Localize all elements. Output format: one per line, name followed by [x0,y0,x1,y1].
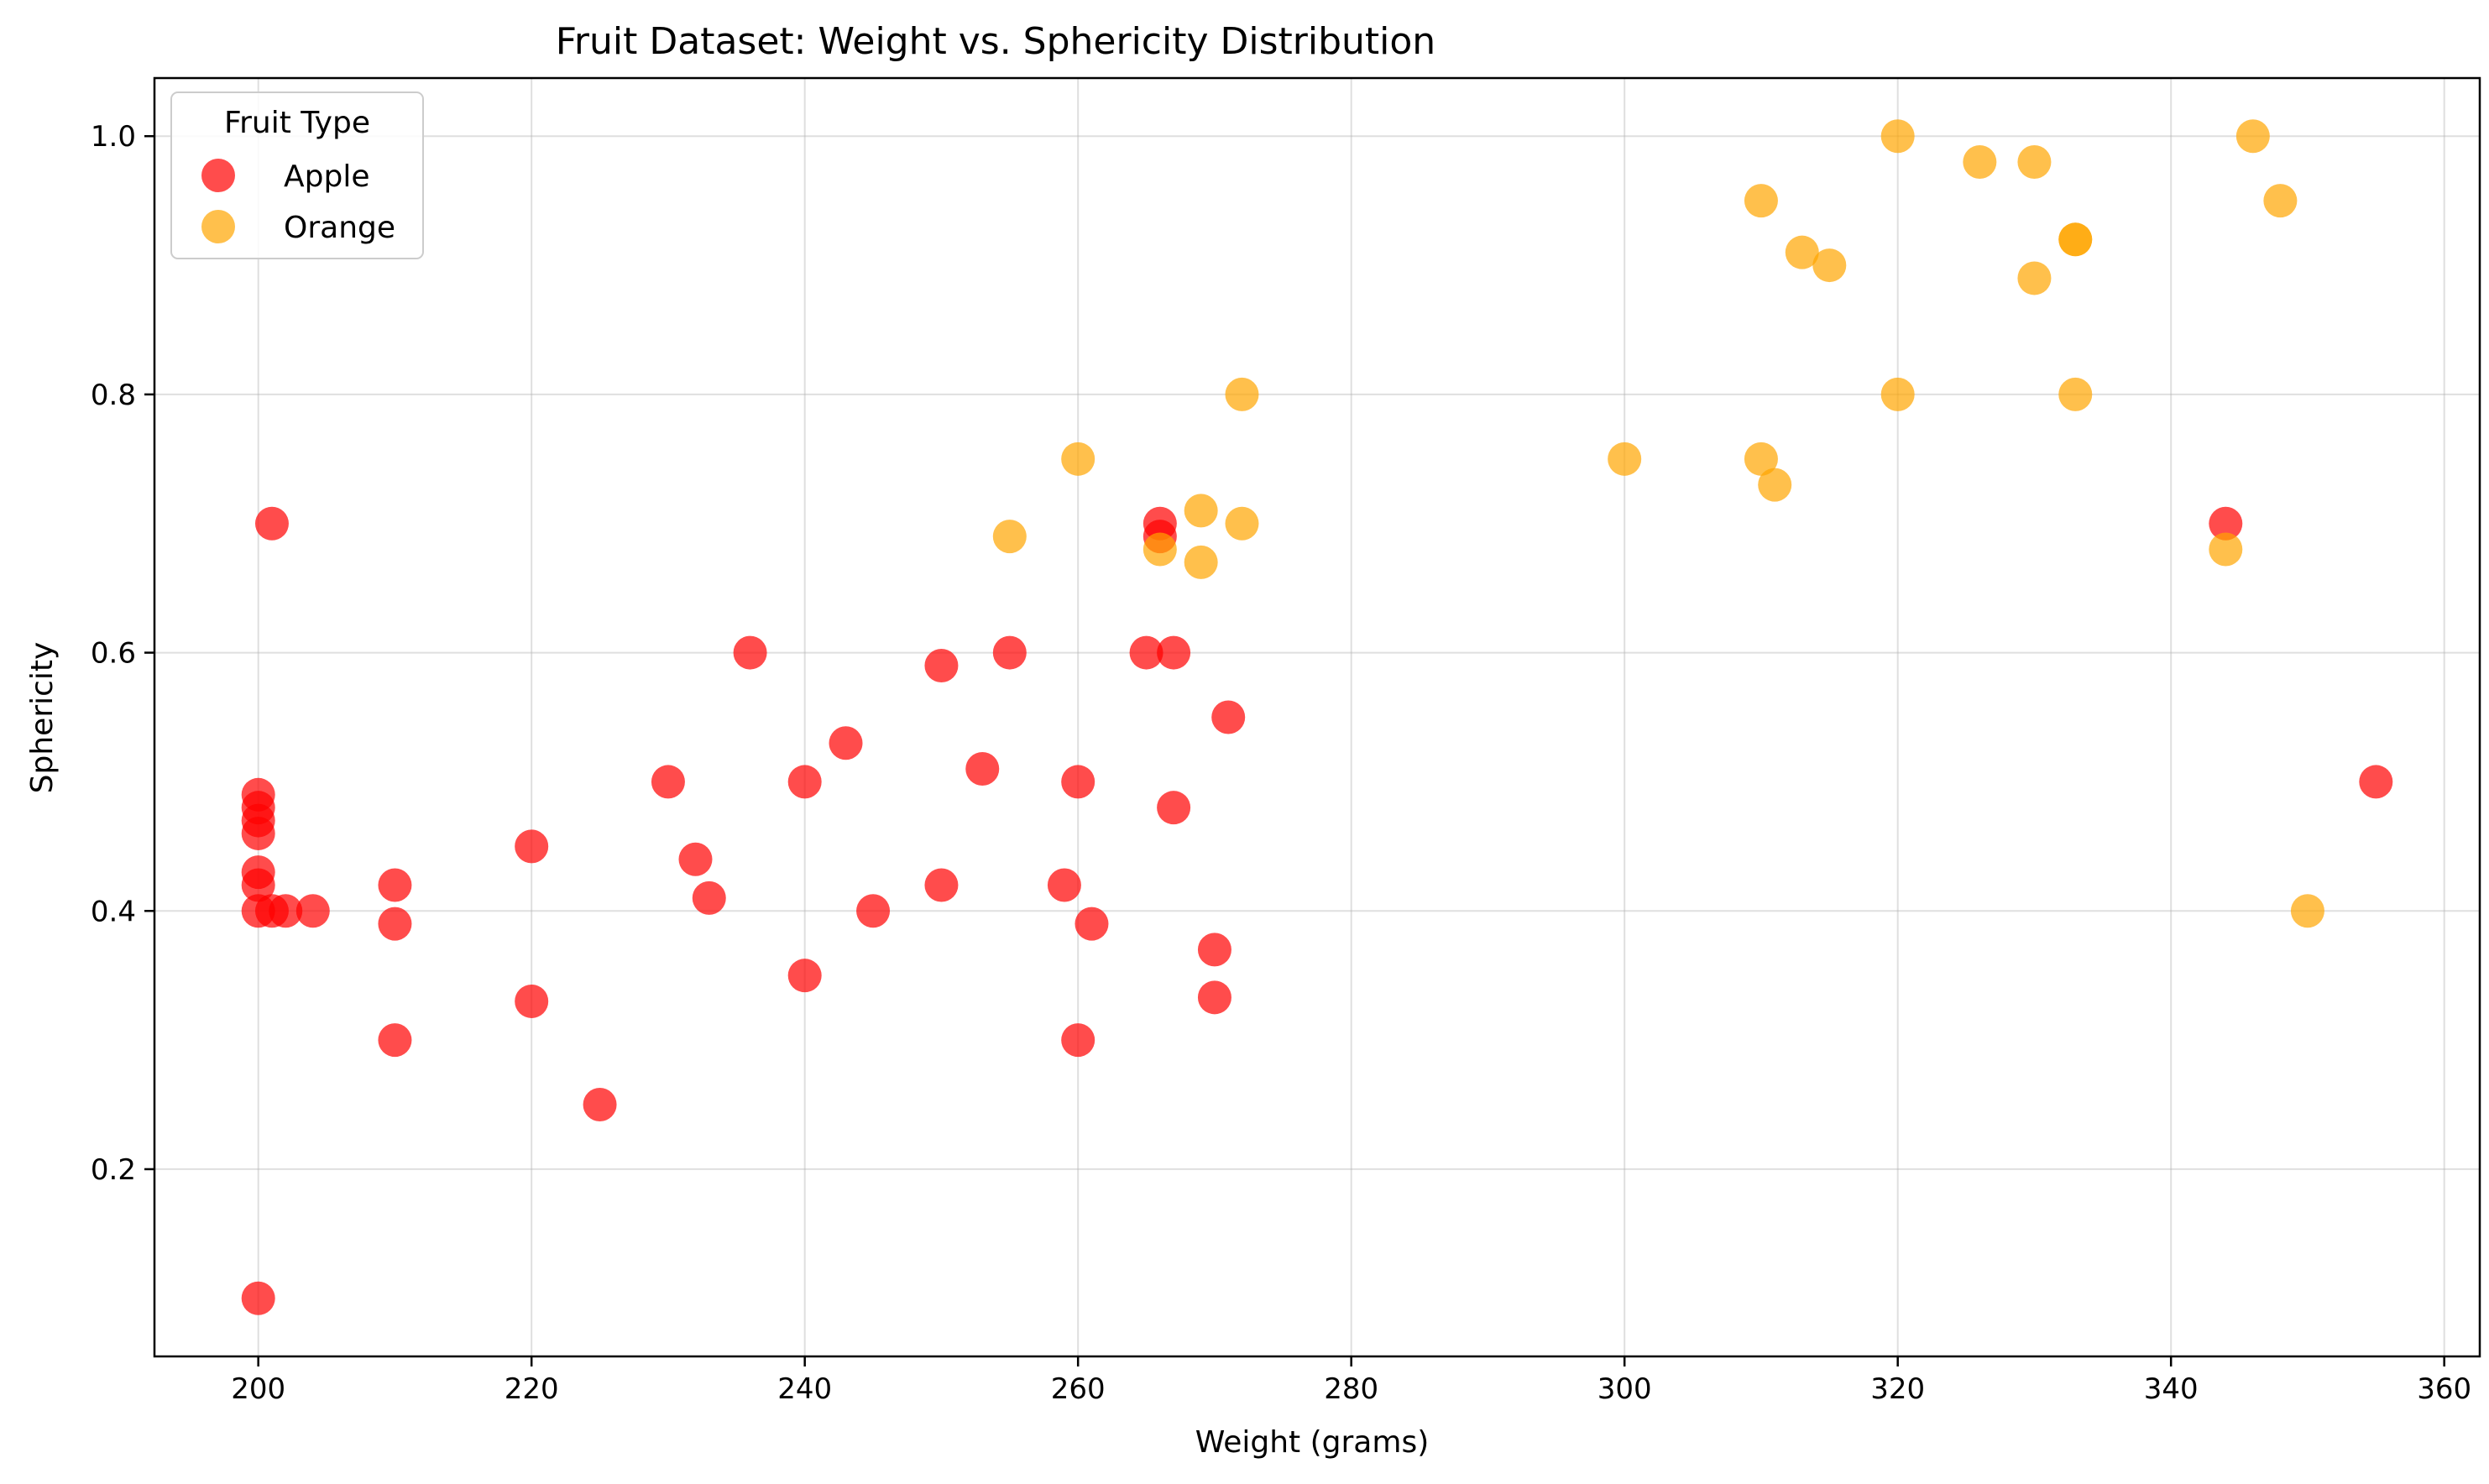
data-point-orange [2290,894,2324,928]
series-apple [241,506,2393,1315]
x-tick-label: 220 [505,1372,559,1406]
data-point-apple [295,894,330,928]
legend-marker-apple [201,159,235,192]
data-point-orange [2017,144,2052,179]
data-point-orange [2017,261,2052,295]
x-tick-label: 340 [2144,1372,2199,1406]
data-point-orange [1880,377,1915,411]
data-point-apple [733,635,767,670]
data-point-orange [992,520,1027,554]
data-point-apple [1197,933,1231,967]
data-point-apple [829,726,863,760]
data-point-orange [1143,532,1177,567]
data-point-orange [1184,494,1218,528]
data-point-apple [515,829,549,864]
data-point-orange [2263,184,2298,218]
data-point-apple [1157,635,1191,670]
data-point-apple [992,635,1027,670]
data-point-orange [1880,119,1915,154]
y-tick-label: 1.0 [91,120,136,154]
x-tick-label: 200 [231,1372,285,1406]
data-point-apple [241,855,275,890]
data-point-apple [241,777,275,812]
legend-box [170,91,424,259]
data-point-orange [1785,235,1819,269]
data-point-orange [1225,506,1259,541]
data-point-apple [378,1023,412,1058]
data-point-orange [1812,248,1847,283]
x-tick-label: 280 [1324,1372,1378,1406]
data-point-apple [856,894,891,928]
data-point-apple [2209,506,2243,541]
plot-area-frame [153,76,2481,1358]
data-point-apple [254,506,289,541]
data-point-apple [1075,907,1109,941]
data-point-apple [1157,791,1191,825]
y-axis: 0.2 0.4 0.6 0.8 1.0 [91,120,154,1187]
data-point-apple [1197,980,1231,1015]
data-point-orange [1758,468,1792,502]
y-tick-label: 0.4 [91,895,136,928]
data-point-apple [2359,765,2393,799]
data-point-orange [2209,532,2243,567]
data-point-orange [1608,442,1642,476]
legend: Fruit Type Apple Orange [170,91,424,259]
data-point-apple [678,842,713,876]
data-point-apple [583,1088,617,1122]
data-point-orange [1225,377,1259,411]
data-point-apple [1047,868,1081,902]
legend-label-orange: Orange [284,211,395,245]
data-point-apple [965,752,1000,786]
x-tick-label: 260 [1051,1372,1106,1406]
data-point-apple [924,868,959,902]
x-tick-label: 360 [2417,1372,2471,1406]
legend-marker-orange [201,210,235,243]
data-point-apple [1129,635,1163,670]
chart-title: Fruit Dataset: Weight vs. Sphericity Dis… [556,20,1435,63]
data-point-apple [692,880,726,915]
data-point-apple [1061,765,1095,799]
data-point-apple [1061,1023,1095,1058]
x-tick-label: 320 [1870,1372,1925,1406]
series-orange [992,119,2324,928]
data-point-orange [1963,144,1997,179]
x-tick-label: 240 [777,1372,832,1406]
data-point-apple [378,868,412,902]
data-point-apple [651,765,685,799]
data-point-apple [269,894,303,928]
data-point-orange [2235,119,2270,154]
data-point-orange [2058,377,2093,411]
data-point-apple [515,984,549,1018]
y-tick-label: 0.2 [91,1153,136,1187]
y-axis-label: Sphericity [25,642,60,794]
data-point-orange [1744,442,1778,476]
data-point-apple [924,648,959,682]
x-axis-label: Weight (grams) [1195,1425,1430,1460]
data-point-orange [1184,545,1218,579]
data-point-apple [1211,700,1246,734]
data-point-apple [787,765,822,799]
data-point-apple [241,1281,275,1315]
y-tick-label: 0.8 [91,379,136,412]
data-points [241,119,2393,1315]
data-point-apple [378,907,412,941]
data-point-orange [1061,442,1095,476]
y-tick-label: 0.6 [91,637,136,671]
data-point-apple [787,959,822,993]
data-point-orange [2058,222,2093,257]
data-point-orange [1744,184,1778,218]
legend-title: Fruit Type [224,106,370,140]
grid-lines [154,78,2480,1356]
x-tick-label: 300 [1597,1372,1652,1406]
legend-label-apple: Apple [284,159,369,194]
x-axis: 200 220 240 260 280 300 320 340 360 [231,1356,2471,1406]
